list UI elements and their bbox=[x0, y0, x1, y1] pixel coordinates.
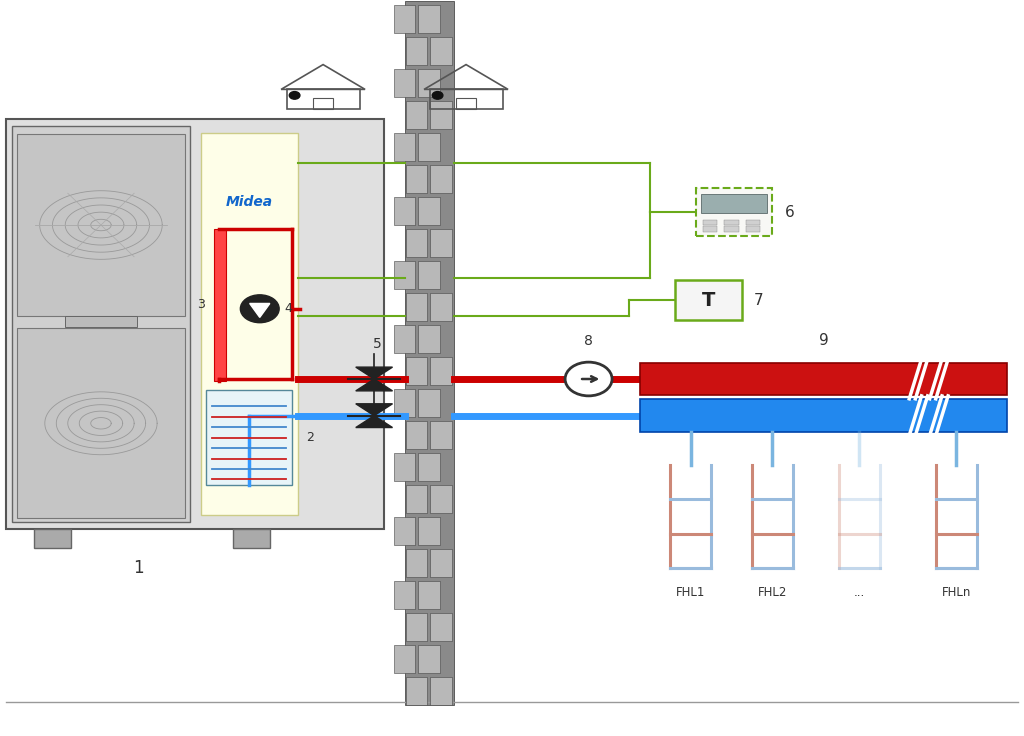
Bar bbox=[430, 102, 452, 129]
Bar bbox=[418, 261, 439, 289]
Bar bbox=[201, 133, 298, 514]
Polygon shape bbox=[355, 379, 392, 391]
Bar bbox=[430, 230, 452, 257]
Bar bbox=[16, 328, 185, 518]
Circle shape bbox=[241, 295, 280, 322]
Circle shape bbox=[290, 91, 300, 99]
Bar bbox=[418, 645, 439, 673]
Bar bbox=[393, 133, 415, 160]
Bar bbox=[406, 294, 427, 321]
Bar bbox=[696, 188, 772, 236]
Bar bbox=[406, 549, 427, 576]
Bar bbox=[418, 581, 439, 609]
Bar bbox=[430, 485, 452, 512]
Bar bbox=[393, 69, 415, 96]
Text: 4: 4 bbox=[285, 302, 292, 315]
Bar bbox=[34, 529, 71, 548]
Bar bbox=[406, 613, 427, 640]
Text: T: T bbox=[701, 291, 716, 310]
Bar bbox=[406, 230, 427, 257]
Bar bbox=[418, 133, 439, 160]
Bar bbox=[406, 102, 427, 129]
Bar bbox=[393, 581, 415, 609]
Bar bbox=[393, 325, 415, 353]
Bar bbox=[702, 220, 717, 225]
Bar bbox=[724, 220, 738, 225]
Bar bbox=[700, 194, 767, 213]
Text: 9: 9 bbox=[818, 333, 828, 348]
Bar bbox=[430, 549, 452, 576]
Bar bbox=[214, 229, 226, 381]
Text: 3: 3 bbox=[197, 298, 205, 311]
Bar bbox=[418, 389, 439, 417]
Bar bbox=[745, 227, 760, 232]
Bar bbox=[406, 677, 427, 704]
Bar bbox=[430, 294, 452, 321]
Bar bbox=[406, 422, 427, 448]
Polygon shape bbox=[355, 404, 392, 416]
Bar bbox=[406, 358, 427, 385]
Text: 8: 8 bbox=[584, 334, 593, 348]
Bar bbox=[233, 529, 270, 548]
Bar bbox=[406, 166, 427, 193]
Bar bbox=[393, 261, 415, 289]
Text: FHL1: FHL1 bbox=[676, 586, 706, 599]
Bar bbox=[206, 390, 293, 485]
Bar bbox=[418, 325, 439, 353]
Bar bbox=[406, 485, 427, 512]
Bar bbox=[66, 316, 136, 328]
Bar bbox=[640, 399, 1008, 432]
Bar bbox=[393, 517, 415, 545]
Text: Midea: Midea bbox=[225, 195, 272, 209]
Bar bbox=[430, 613, 452, 640]
Circle shape bbox=[565, 362, 612, 396]
Bar bbox=[745, 220, 760, 225]
Text: FHLn: FHLn bbox=[941, 586, 971, 599]
Bar bbox=[393, 453, 415, 481]
Bar bbox=[393, 197, 415, 224]
Text: 7: 7 bbox=[754, 293, 764, 308]
Bar bbox=[676, 280, 741, 320]
Text: 2: 2 bbox=[306, 431, 313, 444]
Bar bbox=[430, 422, 452, 448]
Bar bbox=[16, 134, 185, 316]
Bar bbox=[6, 118, 384, 529]
Text: ...: ... bbox=[854, 586, 865, 599]
Text: 1: 1 bbox=[133, 559, 144, 576]
Bar bbox=[418, 197, 439, 224]
Bar bbox=[430, 166, 452, 193]
Text: 6: 6 bbox=[784, 205, 795, 219]
Polygon shape bbox=[355, 367, 392, 379]
Bar bbox=[393, 5, 415, 32]
Bar bbox=[640, 363, 1008, 395]
Bar bbox=[418, 5, 439, 32]
Bar bbox=[724, 227, 738, 232]
Text: 5: 5 bbox=[373, 337, 382, 351]
Bar bbox=[393, 645, 415, 673]
Bar bbox=[430, 358, 452, 385]
Polygon shape bbox=[250, 303, 270, 317]
Text: FHL2: FHL2 bbox=[758, 586, 787, 599]
Bar bbox=[393, 389, 415, 417]
Bar bbox=[430, 677, 452, 704]
Polygon shape bbox=[355, 416, 392, 428]
Bar bbox=[418, 453, 439, 481]
Bar bbox=[406, 38, 427, 65]
Bar bbox=[11, 126, 190, 522]
Bar bbox=[404, 1, 454, 705]
Bar bbox=[702, 227, 717, 232]
Bar bbox=[418, 69, 439, 96]
Bar bbox=[418, 517, 439, 545]
Circle shape bbox=[432, 91, 442, 99]
Bar bbox=[430, 38, 452, 65]
